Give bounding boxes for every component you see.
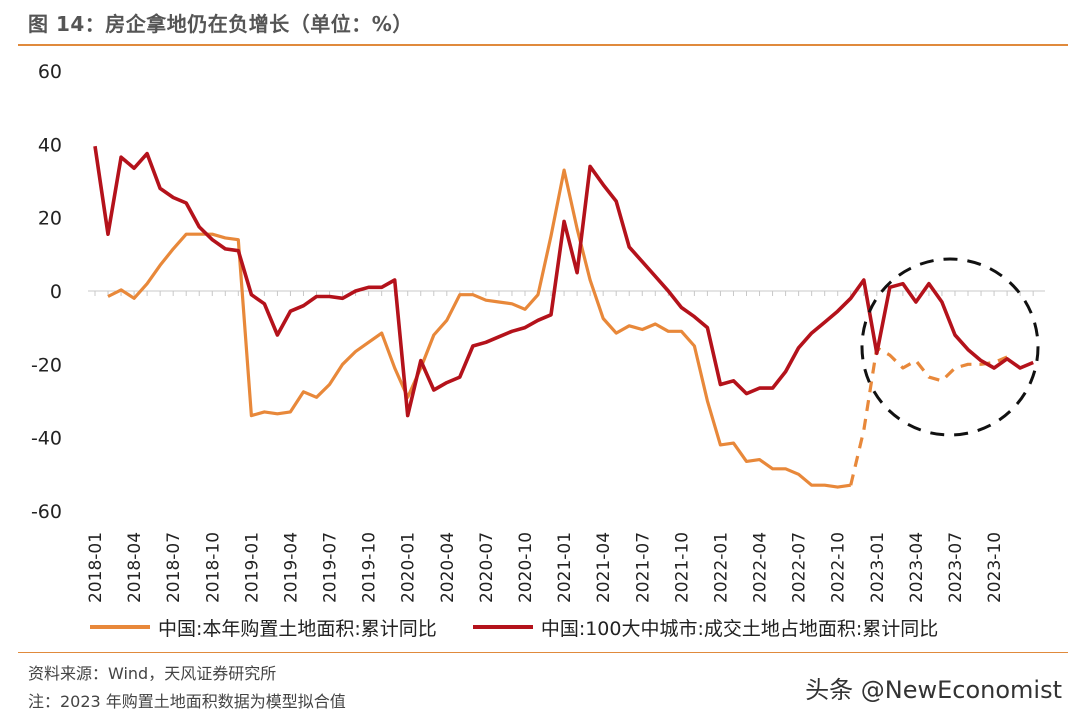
chart-title: 图 14：房企拿地仍在负增长（单位：%）	[28, 12, 413, 36]
x-tick-label: 2023-04	[907, 532, 927, 603]
legend: 中国:本年购置土地面积:累计同比 中国:100大中城市:成交土地占地面积:累计同…	[90, 612, 974, 642]
watermark: 头条 @NewEconomist	[805, 676, 1062, 704]
y-tick-label: -20	[31, 354, 62, 376]
legend-swatch-red	[472, 625, 533, 629]
x-tick-label: 2019-04	[281, 532, 301, 603]
x-tick-label: 2018-10	[203, 532, 223, 603]
x-tick-label: 2021-01	[555, 532, 575, 603]
y-axis: 60 40 20 0 -20 -40 -60	[31, 61, 62, 523]
y-tick-label: 60	[38, 61, 62, 83]
y-tick-label: 0	[50, 281, 62, 303]
legend-item-red: 中国:100大中城市:成交土地占地面积:累计同比	[472, 614, 939, 641]
x-tick-label: 2018-07	[164, 532, 184, 603]
x-tick-label: 2022-01	[711, 532, 731, 603]
x-tick-label: 2019-07	[321, 532, 341, 603]
x-tick-label: 2020-01	[399, 532, 419, 603]
series-line-land-purchase	[107, 168, 851, 489]
legend-label-orange: 中国:本年购置土地面积:累计同比	[158, 617, 437, 640]
x-tick-label: 2020-07	[477, 532, 497, 603]
legend-label-red: 中国:100大中城市:成交土地占地面积:累计同比	[540, 617, 939, 640]
title-divider	[18, 44, 1068, 46]
legend-swatch-orange	[90, 625, 150, 629]
footer-divider	[18, 652, 1068, 653]
x-tick-label: 2022-04	[751, 532, 771, 603]
x-tick-label: 2022-10	[829, 532, 849, 603]
series-layer	[93, 145, 1034, 489]
y-tick-label: -40	[31, 428, 62, 450]
y-tick-label: -60	[31, 501, 62, 523]
y-tick-label: 20	[38, 208, 62, 230]
x-axis: 2018-01 2018-04 2018-07 2018-10 2019-01 2019-…	[86, 290, 1045, 603]
x-tick-label: 2021-04	[594, 532, 614, 603]
note-text: 注：2023 年购置土地面积数据为模型拟合值	[28, 692, 346, 711]
x-tick-label: 2021-10	[672, 532, 692, 603]
x-tick-label: 2019-10	[360, 532, 380, 603]
source-text: 资料来源：Wind，天风证券研究所	[28, 664, 277, 683]
x-tick-label: 2023-01	[868, 532, 888, 603]
x-tick-label: 2021-07	[633, 532, 653, 603]
x-tick-label: 2019-01	[242, 532, 262, 603]
x-tick-label: 2018-01	[86, 532, 106, 603]
series-line-100-cities-land	[93, 145, 1034, 418]
y-tick-label: 40	[38, 134, 62, 156]
x-tick-label: 2022-07	[790, 532, 810, 603]
highlight-circle-annotation	[860, 257, 1040, 437]
x-tick-label: 2023-10	[985, 532, 1005, 603]
legend-item-orange: 中国:本年购置土地面积:累计同比	[90, 614, 437, 641]
x-tick-label: 2023-07	[946, 532, 966, 603]
x-tick-label: 2020-04	[438, 532, 458, 603]
series-line-land-purchase-fitted	[849, 346, 1008, 486]
x-tick-label: 2018-04	[125, 532, 145, 603]
x-tick-label: 2020-10	[516, 532, 536, 603]
